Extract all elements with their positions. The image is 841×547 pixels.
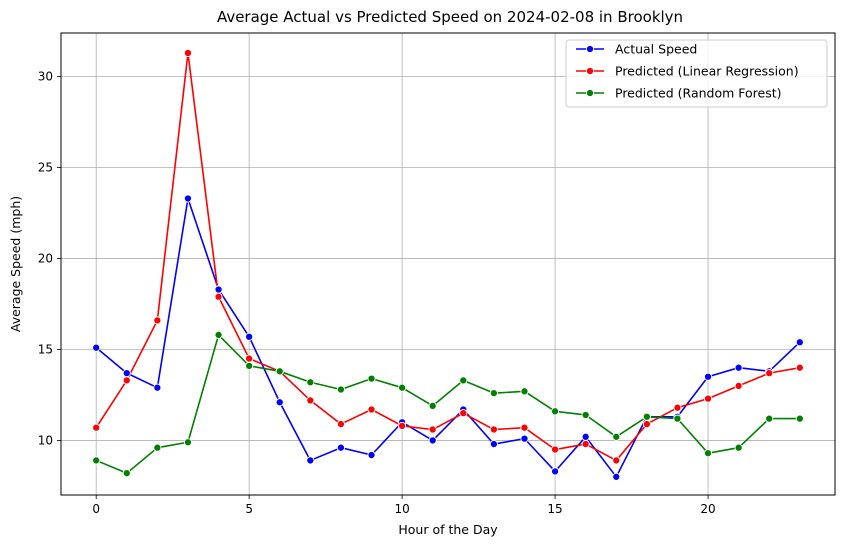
data-point-actual-speed (214, 285, 223, 294)
data-point-predicted-linear-regression (489, 425, 498, 434)
data-point-predicted-random-forest (551, 407, 560, 416)
data-point-predicted-linear-regression (153, 316, 162, 325)
data-point-actual-speed (183, 194, 193, 203)
x-axis: 0 5 10 15 20 (92, 495, 716, 516)
y-tick-label: 25 (38, 161, 53, 175)
data-point-predicted-linear-regression (336, 420, 345, 429)
data-point-predicted-random-forest (703, 449, 713, 458)
legend-marker-predicted-linear-regression (585, 66, 595, 76)
data-point-predicted-random-forest (306, 378, 315, 387)
data-point-actual-speed (92, 343, 101, 352)
legend-label-actual-speed: Actual Speed (615, 42, 697, 57)
data-point-predicted-linear-regression (367, 405, 376, 414)
data-point-predicted-random-forest (612, 432, 621, 441)
data-point-predicted-linear-regression (398, 421, 407, 430)
y-tick-label: 30 (38, 70, 53, 84)
data-point-predicted-linear-regression (214, 292, 223, 301)
data-point-predicted-linear-regression (734, 381, 743, 390)
series-line-actual-speed (95, 197, 801, 478)
data-point-predicted-random-forest (183, 438, 193, 447)
x-tick-label: 20 (700, 502, 715, 516)
data-point-predicted-linear-regression (520, 423, 529, 432)
data-point-actual-speed (703, 372, 713, 381)
data-point-predicted-linear-regression (428, 425, 437, 434)
data-point-predicted-random-forest (153, 443, 162, 452)
data-point-predicted-random-forest (765, 414, 774, 423)
data-point-predicted-random-forest (245, 361, 254, 370)
data-point-predicted-random-forest (92, 456, 101, 465)
data-point-predicted-linear-regression (703, 394, 713, 403)
data-point-predicted-linear-regression (306, 396, 315, 405)
data-point-predicted-random-forest (734, 443, 743, 452)
data-point-actual-speed (734, 363, 743, 372)
data-point-predicted-linear-regression (551, 445, 560, 454)
data-point-actual-speed (428, 436, 437, 445)
legend-label-predicted-linear-regression: Predicted (Linear Regression) (615, 64, 799, 79)
data-point-actual-speed (489, 440, 498, 449)
legend-label-predicted-random-forest: Predicted (Random Forest) (615, 86, 782, 101)
data-point-actual-speed (795, 338, 804, 347)
series-lines (95, 52, 801, 478)
data-point-actual-speed (336, 443, 345, 452)
data-point-actual-speed (520, 434, 529, 443)
legend-marker-actual-speed (585, 44, 595, 54)
data-point-actual-speed (275, 398, 284, 407)
legend: Actual Speed Predicted (Linear Regression… (565, 39, 828, 108)
y-axis: 10 15 20 25 30 (38, 70, 61, 447)
chart-title: Average Actual vs Predicted Speed on 202… (217, 8, 683, 26)
data-point-predicted-random-forest (122, 469, 131, 478)
data-point-actual-speed (581, 432, 590, 441)
data-point-predicted-random-forest (336, 385, 345, 394)
legend-marker-predicted-random-forest (585, 88, 595, 98)
data-point-actual-speed (551, 467, 560, 476)
data-point-predicted-linear-regression (795, 363, 804, 372)
data-point-predicted-random-forest (428, 401, 437, 410)
x-tick-label: 10 (394, 502, 409, 516)
data-point-predicted-linear-regression (183, 48, 193, 58)
data-point-predicted-random-forest (459, 376, 468, 385)
data-point-predicted-random-forest (275, 367, 284, 376)
series-line-predicted-random-forest (95, 334, 800, 474)
data-point-predicted-linear-regression (92, 423, 101, 432)
data-point-predicted-random-forest (520, 387, 529, 396)
data-point-actual-speed (153, 383, 162, 392)
data-point-predicted-random-forest (398, 383, 407, 392)
data-point-actual-speed (306, 456, 315, 465)
data-point-predicted-random-forest (214, 330, 223, 339)
data-point-predicted-random-forest (489, 389, 498, 398)
data-point-actual-speed (367, 450, 376, 460)
plot-frame (60, 32, 836, 496)
x-axis-label: Hour of the Day (398, 522, 498, 537)
data-point-predicted-random-forest (367, 374, 376, 383)
data-point-actual-speed (612, 472, 621, 481)
y-tick-label: 15 (38, 342, 53, 356)
data-point-predicted-random-forest (581, 410, 590, 420)
series-line-predicted-linear-regression (95, 52, 800, 462)
data-point-actual-speed (245, 332, 254, 341)
data-point-predicted-linear-regression (612, 456, 621, 465)
data-point-actual-speed (122, 369, 131, 378)
y-tick-label: 20 (38, 252, 53, 266)
data-point-predicted-linear-regression (245, 354, 254, 363)
data-point-predicted-linear-regression (673, 403, 682, 412)
data-point-predicted-linear-regression (122, 376, 131, 385)
data-point-predicted-linear-regression (642, 420, 651, 429)
data-point-predicted-linear-regression (765, 369, 774, 378)
x-tick-label: 0 (92, 502, 100, 516)
data-point-predicted-linear-regression (581, 440, 590, 449)
x-tick-label: 5 (245, 502, 253, 516)
legend-box (565, 39, 828, 108)
data-point-predicted-linear-regression (459, 409, 468, 418)
x-tick-label: 15 (547, 502, 562, 516)
y-tick-label: 10 (38, 433, 53, 447)
data-point-predicted-random-forest (642, 412, 651, 421)
data-point-predicted-random-forest (795, 414, 804, 423)
y-axis-label: Average Speed (mph) (8, 196, 23, 332)
series-markers (92, 48, 804, 481)
data-point-predicted-random-forest (673, 414, 682, 423)
